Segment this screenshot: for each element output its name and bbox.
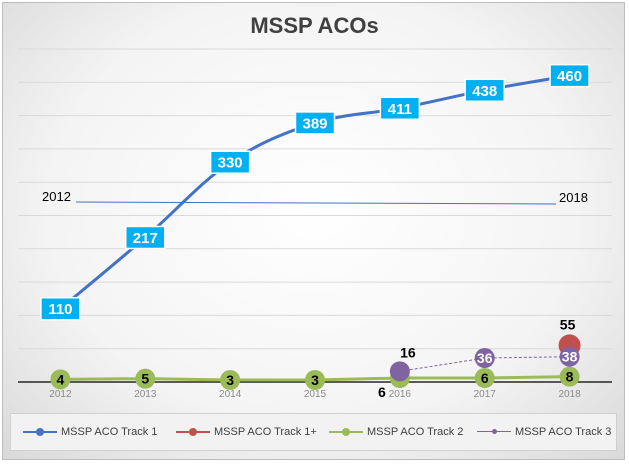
legend-label-track1: MSSP ACO Track 1 <box>61 426 158 438</box>
x-tick-label: 2012 <box>49 389 72 400</box>
data-point-track2 <box>305 370 325 391</box>
data-label-track1plus: 55 <box>560 316 576 332</box>
data-label-track1: 217 <box>133 230 158 247</box>
data-label-box-track1 <box>40 296 81 321</box>
data-label-box-track1 <box>209 150 251 174</box>
x-tick-label: 2015 <box>304 389 327 400</box>
data-label-track3: 36 <box>477 350 493 366</box>
data-label-track3: 38 <box>562 349 578 365</box>
legend-swatch-track1plus <box>176 427 210 437</box>
legend-swatch-track2 <box>329 427 363 437</box>
data-label-box-track1 <box>379 96 421 121</box>
annotation-right-year: 2018 <box>559 190 588 205</box>
annotation-left-year: 2012 <box>42 189 71 204</box>
x-tick-label: 2013 <box>134 389 157 400</box>
data-label-track1: 411 <box>388 101 412 118</box>
data-label-track1: 438 <box>472 83 497 100</box>
data-label-box-track1 <box>549 63 590 88</box>
legend-item-track1plus: MSSP ACO Track 1+ <box>176 426 317 438</box>
series-line-track1 <box>59 74 570 310</box>
x-tick-label: 2017 <box>474 389 497 400</box>
data-label-box-track1 <box>125 225 166 250</box>
data-point-track3 <box>559 346 580 367</box>
data-label-track2: 6 <box>481 370 489 386</box>
chart-title: MSSP ACOs <box>250 13 379 38</box>
x-tick-label: 2016 <box>389 389 412 400</box>
data-label-track2: 3 <box>311 372 319 388</box>
data-label-track3: 16 <box>400 344 416 360</box>
legend-label-track1plus: MSSP ACO Track 1+ <box>214 426 317 438</box>
legend-item-track1: MSSP ACO Track 1 <box>23 426 157 438</box>
reference-line <box>75 201 557 205</box>
data-point-track2 <box>474 368 495 389</box>
legend-label-track2: MSSP ACO Track 2 <box>367 426 464 438</box>
legend-swatch-track1 <box>23 427 57 437</box>
legend-item-track3: MSSP ACO Track 3 <box>477 426 611 438</box>
data-point-track2 <box>50 369 71 390</box>
data-point-track3 <box>474 348 495 369</box>
legend-swatch-track3 <box>477 427 511 437</box>
legend-label-track3: MSSP ACO Track 3 <box>515 426 612 438</box>
data-label-track2: 8 <box>566 369 574 385</box>
data-label-track2: 4 <box>57 371 65 387</box>
data-point-track2 <box>135 368 156 389</box>
data-label-track1: 330 <box>218 155 243 172</box>
data-label-box-track1 <box>294 111 336 135</box>
legend: MSSP ACO Track 1 MSSP ACO Track 1+ MSSP … <box>10 413 617 451</box>
legend-item-track2: MSSP ACO Track 2 <box>329 426 463 438</box>
data-label-track2: 3 <box>226 372 234 388</box>
data-point-track2 <box>220 370 241 391</box>
data-point-track2 <box>559 366 580 387</box>
data-label-track2: 5 <box>141 371 149 387</box>
data-label-track1: 389 <box>302 115 327 132</box>
data-point-track3 <box>389 361 410 382</box>
data-label-track2: 6 <box>378 384 386 400</box>
x-tick-label: 2014 <box>219 389 242 400</box>
data-label-track1: 460 <box>557 68 582 85</box>
data-label-track1: 110 <box>48 301 72 318</box>
data-label-box-track1 <box>464 78 505 103</box>
x-tick-label: 2018 <box>558 389 581 400</box>
